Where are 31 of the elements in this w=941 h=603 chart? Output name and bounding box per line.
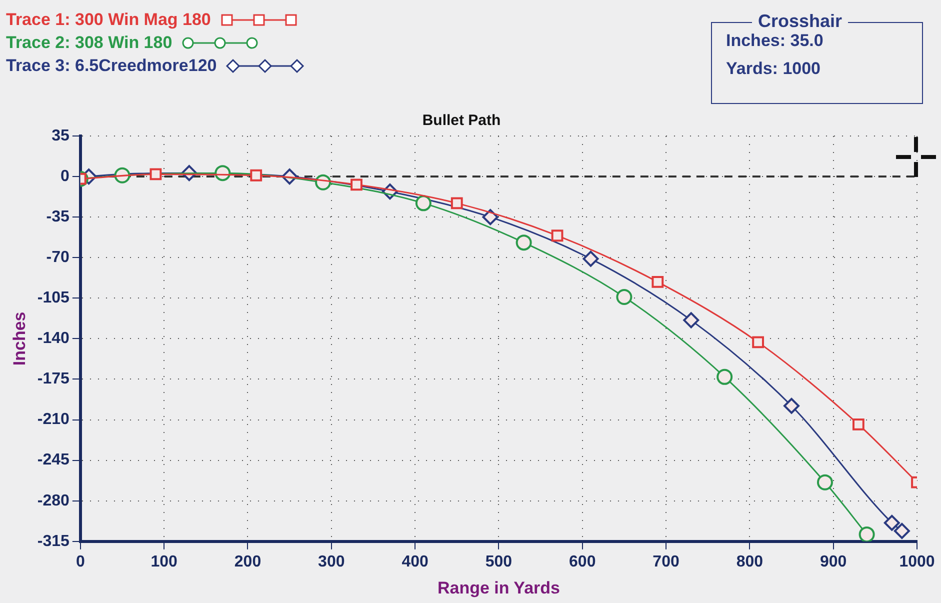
x-tick-label: 900: [820, 553, 847, 570]
legend-label: Trace 1: 300 Win Mag 180: [6, 9, 211, 31]
x-tick-label: 400: [402, 553, 428, 570]
x-tick-label: 700: [652, 553, 680, 570]
text: Crosshair: [752, 11, 848, 32]
y-tick-label: -245: [37, 452, 70, 469]
y-tick-label: -315: [37, 532, 70, 550]
legend-label: Trace 2: 308 Win 180: [6, 32, 172, 54]
y-tick-label: 0: [60, 168, 70, 185]
y-tick-label: -105: [37, 290, 70, 307]
x-tick-label: 800: [736, 553, 764, 570]
y-tick-label: -210: [37, 411, 70, 428]
x-tick-label: 500: [485, 553, 512, 570]
text: Yards: 1000: [726, 59, 821, 79]
y-tick-label: -280: [37, 492, 70, 510]
y-axis-title: Inches: [10, 312, 29, 366]
x-tick-label: 300: [318, 553, 345, 570]
x-tick-label: 1000: [899, 553, 935, 570]
x-tick-label: 200: [234, 553, 262, 570]
y-tick-label: -140: [37, 330, 70, 348]
x-tick-label: 100: [150, 553, 178, 570]
y-tick-label: -70: [46, 249, 70, 266]
x-tick-label: 600: [569, 553, 596, 570]
x-axis-title: Range in Yards: [437, 578, 560, 598]
legend-label: Trace 3: 6.5Creedmore120: [6, 55, 217, 77]
text: Inches: 35.0: [726, 31, 824, 51]
x-tick-label: 0: [76, 553, 85, 570]
chart-title: Bullet Path: [422, 112, 501, 130]
y-tick-label: -175: [37, 370, 70, 388]
y-tick-label: 35: [52, 127, 70, 144]
y-tick-label: -35: [46, 208, 70, 226]
